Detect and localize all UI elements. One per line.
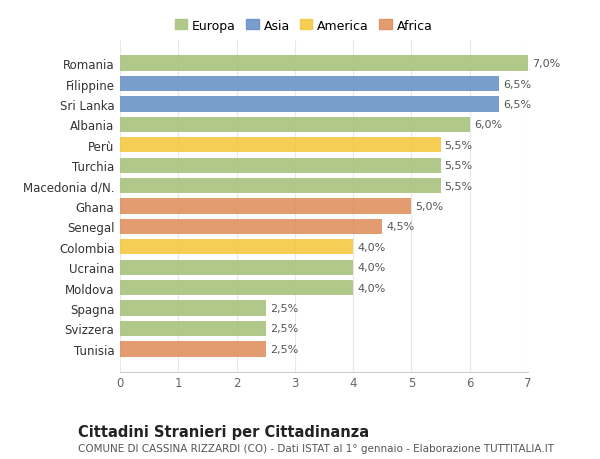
Text: 5,5%: 5,5% [445,140,473,151]
Bar [120,321,266,336]
Bar [120,219,382,235]
Bar [120,179,440,194]
Text: 4,5%: 4,5% [386,222,415,232]
Text: 4,0%: 4,0% [357,283,385,293]
Text: Cittadini Stranieri per Cittadinanza: Cittadini Stranieri per Cittadinanza [78,425,369,440]
Bar [120,138,440,153]
Bar [120,280,353,296]
Bar [120,77,499,92]
Text: 6,5%: 6,5% [503,100,531,110]
Bar [120,341,266,357]
Bar [120,97,499,112]
Text: 2,5%: 2,5% [270,344,298,354]
Text: 2,5%: 2,5% [270,324,298,334]
Text: 6,5%: 6,5% [503,79,531,90]
Text: 7,0%: 7,0% [532,59,560,69]
Text: 5,5%: 5,5% [445,161,473,171]
Text: 4,0%: 4,0% [357,263,385,273]
Bar [120,301,266,316]
Bar [120,199,412,214]
Text: 4,0%: 4,0% [357,242,385,252]
Text: 6,0%: 6,0% [474,120,502,130]
Text: 5,5%: 5,5% [445,181,473,191]
Text: COMUNE DI CASSINA RIZZARDI (CO) - Dati ISTAT al 1° gennaio - Elaborazione TUTTIT: COMUNE DI CASSINA RIZZARDI (CO) - Dati I… [78,443,554,453]
Bar [120,56,528,72]
Bar [120,260,353,275]
Text: 5,0%: 5,0% [416,202,443,212]
Text: 2,5%: 2,5% [270,303,298,313]
Bar [120,240,353,255]
Legend: Europa, Asia, America, Africa: Europa, Asia, America, Africa [170,15,437,38]
Bar [120,158,440,174]
Bar [120,118,470,133]
